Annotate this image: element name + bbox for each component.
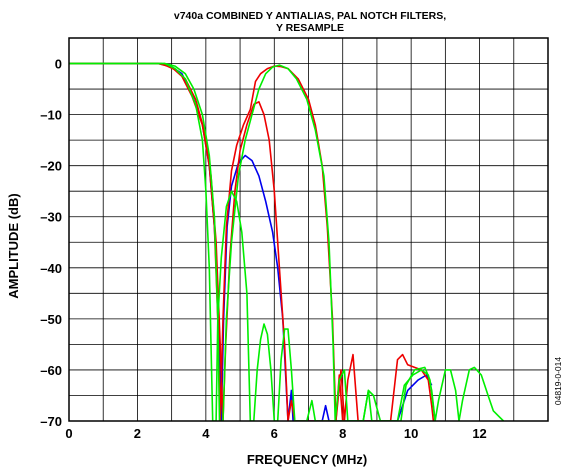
chart-title-line-1: v740a COMBINED Y ANTIALIAS, PAL NOTCH FI…: [174, 10, 446, 22]
series-line-5: [69, 62, 436, 421]
x-tick-label: 10: [404, 426, 418, 441]
series-group: [69, 62, 505, 421]
x-tick-labels: 0 2 4 6 8 10 12: [65, 426, 486, 441]
x-tick-label: 8: [339, 426, 346, 441]
plot-frame: [68, 37, 549, 422]
y-tick-label: –50: [40, 312, 62, 327]
figure-id: 04819-0-014: [553, 357, 563, 405]
x-tick-label: 6: [271, 426, 278, 441]
y-tick-labels: 0 –10 –20 –30 –40 –50 –60 –70: [40, 57, 62, 429]
y-tick-label: –10: [40, 108, 62, 123]
grid-lines: [68, 38, 549, 422]
x-tick-label: 12: [472, 426, 486, 441]
x-tick-label: 2: [134, 426, 141, 441]
chart-title-line-2: Y RESAMPLE: [276, 22, 344, 34]
series-line-3: [69, 62, 344, 421]
x-axis-label: FREQUENCY (MHz): [247, 452, 367, 467]
y-tick-label: 0: [55, 57, 62, 72]
x-tick-label: 0: [65, 426, 72, 441]
y-tick-label: –20: [40, 159, 62, 174]
plot-area: [69, 62, 505, 421]
y-axis-label: AMPLITUDE (dB): [6, 193, 21, 298]
x-tick-label: 4: [202, 426, 210, 441]
y-tick-label: –40: [40, 261, 62, 276]
y-tick-label: –60: [40, 363, 62, 378]
series-line-4: [69, 62, 505, 421]
y-tick-label: –70: [40, 414, 62, 429]
y-tick-label: –30: [40, 210, 62, 225]
